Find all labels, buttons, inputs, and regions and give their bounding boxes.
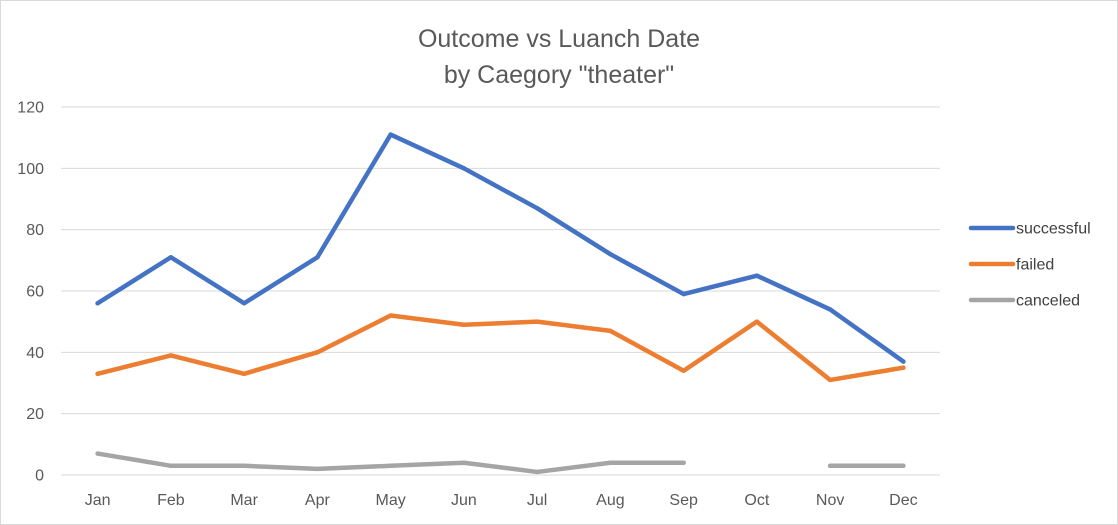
chart-title: Outcome vs Luanch Date by Caegory "theat… — [418, 25, 700, 89]
x-tick-label: Feb — [157, 492, 185, 509]
data-point-failed — [388, 313, 393, 318]
data-point-successful — [388, 132, 393, 137]
data-point-failed — [534, 319, 540, 324]
data-point-successful — [827, 307, 833, 312]
legend-item-canceled: canceled — [968, 293, 1080, 310]
legend-item-successful: successful — [968, 221, 1091, 238]
chart-title-line-2: by Caegory "theater" — [444, 61, 674, 89]
series-line-successful — [95, 132, 906, 364]
data-point-canceled — [95, 451, 100, 456]
legend-label: failed — [1016, 257, 1054, 274]
data-point-failed — [95, 371, 100, 376]
data-point-canceled — [388, 463, 393, 468]
data-point-canceled — [608, 460, 613, 465]
x-tick-label: Apr — [305, 492, 331, 509]
legend-label: canceled — [1016, 293, 1080, 310]
data-point-successful — [754, 273, 760, 278]
x-tick-label: Jan — [85, 492, 111, 509]
data-point-failed — [608, 328, 613, 334]
data-point-failed — [241, 371, 247, 376]
data-point-failed — [315, 350, 320, 355]
x-tick-label: Mar — [230, 492, 258, 509]
data-point-successful — [608, 252, 613, 257]
data-point-successful — [315, 255, 320, 260]
data-point-successful — [168, 255, 174, 260]
data-point-failed — [827, 377, 833, 383]
data-point-failed — [461, 322, 467, 327]
data-point-successful — [534, 206, 540, 211]
legend: successful failed canceled — [968, 221, 1091, 310]
x-tick-label: Nov — [816, 492, 844, 509]
data-point-failed — [901, 365, 906, 370]
y-tick-label: 80 — [26, 222, 44, 239]
x-tick-label: Sep — [669, 492, 698, 509]
y-tick-label: 20 — [26, 406, 44, 423]
y-tick-label: 60 — [26, 284, 44, 301]
y-tick-label: 0 — [35, 468, 44, 485]
data-point-successful — [95, 301, 100, 306]
data-point-canceled — [901, 463, 906, 468]
data-point-canceled — [461, 460, 467, 465]
x-tick-label: Jun — [451, 492, 477, 509]
series-failed — [95, 313, 906, 383]
data-point-canceled — [534, 469, 540, 475]
data-point-canceled — [681, 460, 686, 465]
data-point-successful — [681, 291, 686, 297]
data-point-failed — [681, 368, 686, 373]
x-tick-label: Oct — [744, 492, 769, 509]
gridlines — [61, 106, 940, 476]
data-point-canceled — [315, 466, 320, 472]
series-canceled — [95, 451, 906, 475]
y-axis-tick-labels: 0 20 40 60 80 100 120 — [17, 100, 44, 485]
legend-label: successful — [1016, 221, 1091, 238]
y-tick-label: 40 — [26, 345, 44, 362]
x-tick-label: Dec — [889, 492, 917, 509]
data-point-canceled — [168, 463, 174, 468]
data-point-successful — [461, 166, 467, 171]
series-lines — [95, 132, 906, 475]
x-tick-label: Aug — [596, 492, 624, 509]
data-point-canceled — [827, 463, 833, 468]
series-line-failed — [95, 313, 906, 383]
data-point-canceled — [241, 463, 247, 468]
data-point-successful — [241, 301, 247, 306]
x-tick-label: Jul — [527, 492, 547, 509]
y-tick-label: 120 — [17, 100, 44, 117]
legend-item-failed: failed — [968, 257, 1054, 274]
data-point-failed — [754, 319, 760, 324]
data-point-successful — [901, 359, 906, 364]
x-axis-tick-labels: Jan Feb Mar Apr May Jun Jul Aug Sep Oct Nov Dec — [85, 492, 918, 509]
series-line-canceled — [95, 451, 686, 475]
x-tick-label: May — [376, 492, 406, 509]
series-successful — [95, 132, 906, 364]
chart-title-line-1: Outcome vs Luanch Date — [418, 25, 700, 53]
y-tick-label: 100 — [17, 161, 44, 178]
data-point-failed — [168, 353, 174, 358]
